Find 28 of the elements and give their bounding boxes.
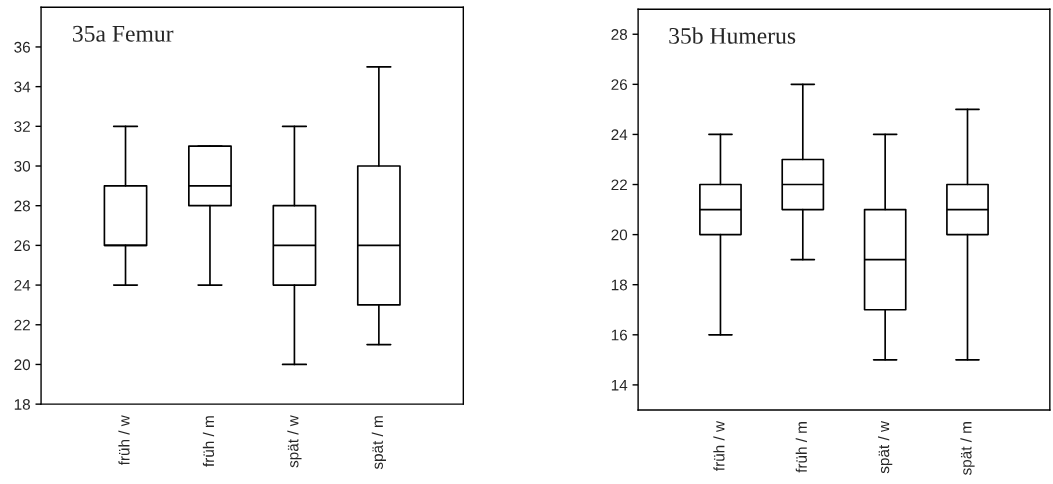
y-tick-label: 32 xyxy=(14,121,30,133)
x-tick-label: früh / m xyxy=(202,416,215,467)
y-tick-label: 26 xyxy=(14,240,30,252)
y-tick-label: 26 xyxy=(611,79,628,91)
y-tick-label: 18 xyxy=(611,279,628,291)
y-tick-label: 30 xyxy=(14,160,31,172)
y-tick-label: 22 xyxy=(611,179,627,191)
x-tick-label: früh / w xyxy=(118,415,130,466)
y-tick-label: 20 xyxy=(14,359,31,371)
y-tick-label: 24 xyxy=(611,129,628,140)
y-tick-label: 18 xyxy=(14,399,30,410)
x-tick-label: spät / m xyxy=(960,422,975,475)
y-tick-label: 14 xyxy=(611,379,628,391)
y-tick-label: 36 xyxy=(14,41,30,53)
text: 35a Femur xyxy=(73,25,174,42)
text: 35b Humerus xyxy=(669,27,796,44)
x-tick-label: spät / w xyxy=(287,415,302,468)
y-tick-label: 28 xyxy=(611,29,628,40)
y-tick-label: 22 xyxy=(14,319,30,331)
x-tick-label: früh / w xyxy=(713,421,725,471)
y-tick-label: 28 xyxy=(14,200,30,212)
y-tick-label: 20 xyxy=(611,229,628,241)
y-tick-label: 24 xyxy=(14,279,31,291)
x-tick-label: früh / m xyxy=(795,422,807,473)
y-tick-label: 16 xyxy=(611,329,628,341)
y-tick-label: 34 xyxy=(14,81,31,93)
x-tick-label: spät / m xyxy=(371,416,386,470)
x-tick-label: spät / w xyxy=(878,421,893,474)
